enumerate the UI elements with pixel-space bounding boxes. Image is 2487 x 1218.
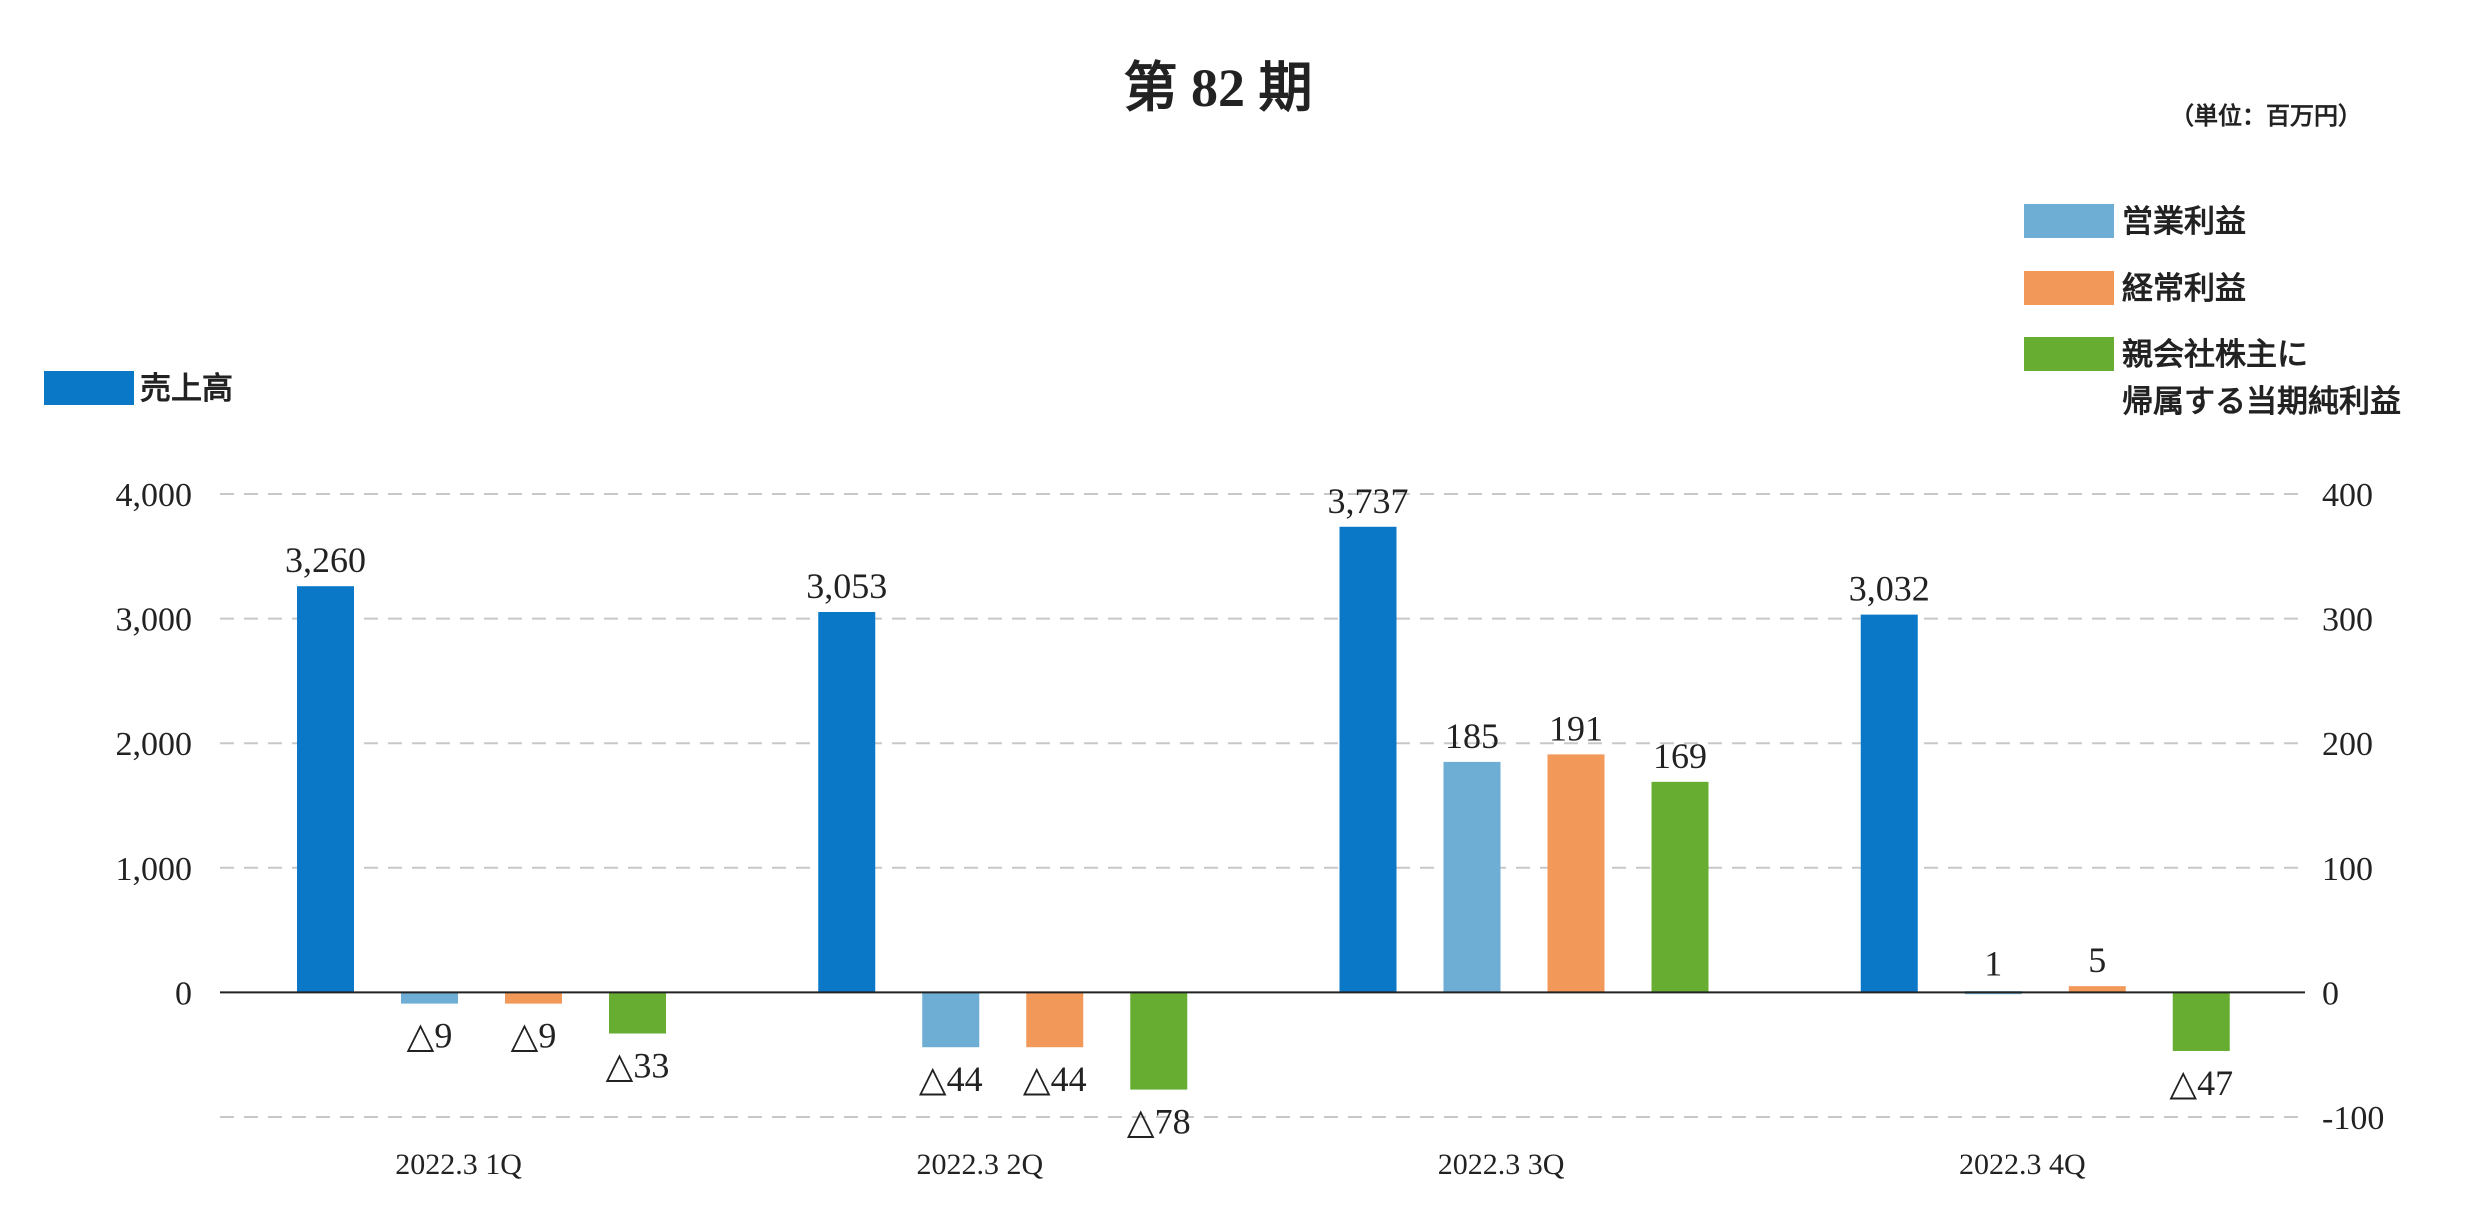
- category-labels: 2022.3 1Q 2022.3 2Q 2022.3 3Q 2022.3 4Q: [395, 1148, 2086, 1181]
- right-axis-tick-label: 0: [2322, 975, 2339, 1012]
- data-label-ordinary-profit: △44: [1023, 1059, 1087, 1099]
- data-label-ordinary-profit: 191: [1549, 708, 1603, 748]
- left-axis-tick-label: 3,000: [116, 602, 193, 639]
- bar-sales: [818, 611, 876, 993]
- legend-label-ordinary-profit: 経常利益: [2122, 271, 2246, 307]
- data-label-sales: 3,260: [285, 540, 366, 580]
- data-label-net-profit: 169: [1653, 736, 1707, 776]
- data-label-operating-profit: △44: [919, 1059, 983, 1099]
- bar-ordinary-profit: [2068, 986, 2126, 993]
- data-labels: 3,260 △9 △9 △33 3,053 △44 △44 △78 3,737 185 191 169…: [285, 481, 2233, 1142]
- bar-ordinary-profit: [1547, 754, 1605, 993]
- category-label: 2022.3 3Q: [1438, 1148, 1565, 1181]
- bar-ordinary-profit: [505, 992, 562, 1004]
- bar-net-profit: [609, 992, 666, 1034]
- right-axis-tick-label: 300: [2322, 602, 2373, 639]
- data-label-operating-profit: 185: [1445, 716, 1499, 756]
- bar-operating-profit: [1443, 761, 1501, 993]
- data-label-ordinary-profit: △9: [511, 1016, 557, 1056]
- legend-label-operating-profit: 営業利益: [2122, 204, 2246, 240]
- legend-swatch-sales: [44, 371, 134, 405]
- data-label-net-profit: △47: [2169, 1063, 2233, 1103]
- bars: [297, 526, 2230, 1090]
- data-label-operating-profit: △9: [407, 1016, 453, 1056]
- bar-ordinary-profit: [1026, 992, 1084, 1048]
- right-axis-ticks: 400 300 200 100 0 -100: [2322, 477, 2384, 1137]
- left-axis-ticks: 4,000 3,000 2,000 1,000 0: [116, 477, 193, 1012]
- legend-label-net-profit-line1: 親会社株主に: [2122, 337, 2308, 373]
- left-axis-tick-label: 4,000: [116, 477, 193, 514]
- unit-note: （単位：百万円）: [2170, 102, 2362, 130]
- data-label-sales: 3,053: [806, 566, 887, 606]
- bar-sales: [1860, 614, 1918, 993]
- right-axis-tick-label: 400: [2322, 477, 2373, 514]
- data-label-sales: 3,032: [1849, 569, 1930, 609]
- bar-sales: [1339, 526, 1397, 993]
- chart-title: 第 82 期: [1124, 58, 1313, 118]
- bar-net-profit: [2172, 992, 2230, 1051]
- category-label: 2022.3 4Q: [1959, 1148, 2086, 1181]
- gridlines: [220, 493, 2305, 1118]
- legend-label-net-profit-line2: 帰属する当期純利益: [2122, 384, 2401, 420]
- legend: 売上高 営業利益 経常利益 親会社株主に 帰属する当期純利益: [44, 204, 2401, 420]
- bar-net-profit: [1651, 781, 1709, 993]
- data-label-net-profit: △78: [1127, 1102, 1191, 1142]
- data-label-sales: 3,737: [1328, 481, 1409, 521]
- legend-swatch-ordinary-profit: [2024, 271, 2114, 305]
- left-axis-tick-label: 2,000: [116, 726, 193, 763]
- data-label-operating-profit: 1: [1984, 943, 2002, 983]
- left-axis-tick-label: 0: [175, 975, 192, 1012]
- bar-operating-profit: [401, 992, 458, 1004]
- right-axis-tick-label: 100: [2322, 851, 2373, 888]
- category-label: 2022.3 2Q: [917, 1148, 1044, 1181]
- data-label-net-profit: △33: [606, 1046, 670, 1086]
- left-axis-tick-label: 1,000: [116, 851, 193, 888]
- legend-label-sales: 売上高: [140, 371, 233, 407]
- category-label: 2022.3 1Q: [395, 1148, 522, 1181]
- bar-operating-profit: [922, 992, 980, 1048]
- right-axis-tick-label: 200: [2322, 726, 2373, 763]
- bar-sales: [297, 586, 354, 993]
- legend-swatch-operating-profit: [2024, 204, 2114, 238]
- legend-swatch-net-profit: [2024, 337, 2114, 371]
- bar-net-profit: [1130, 992, 1188, 1090]
- data-label-ordinary-profit: 5: [2088, 940, 2106, 980]
- right-axis-tick-label: -100: [2322, 1100, 2384, 1137]
